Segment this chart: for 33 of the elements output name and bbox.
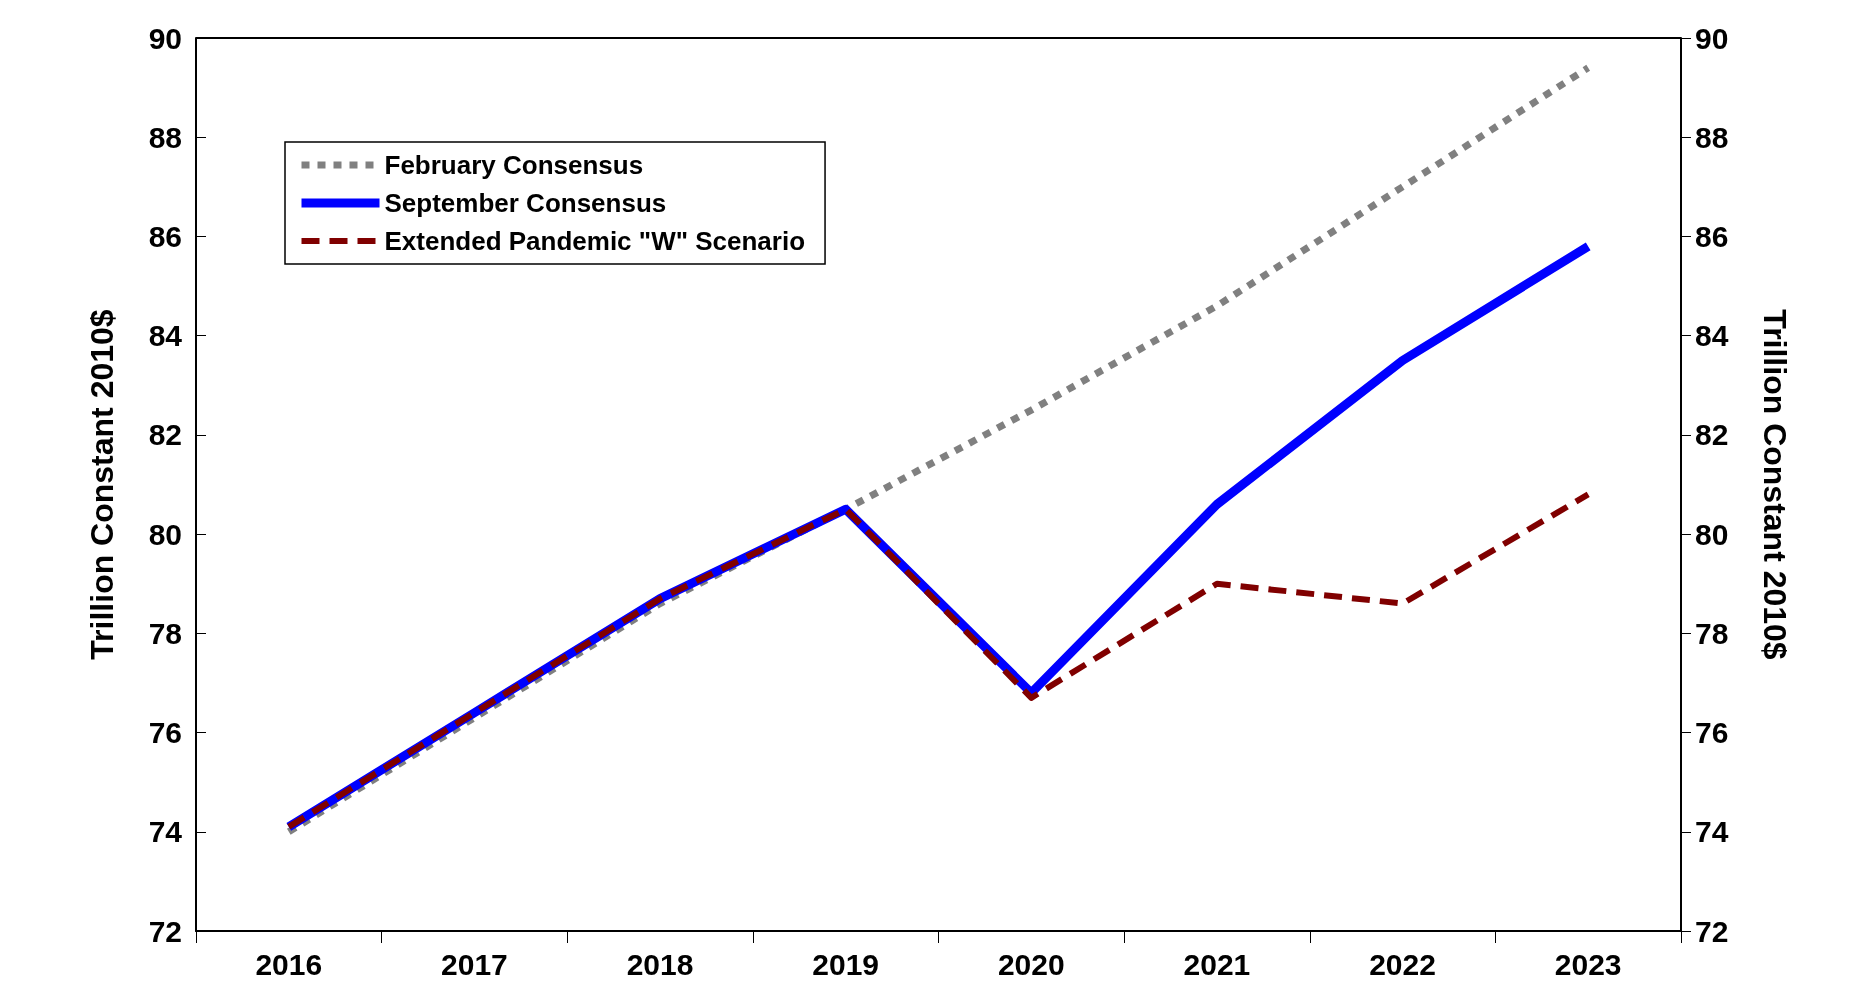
y2-tick-label: 74 [1695,815,1729,849]
y2-tick-label: 88 [1695,120,1729,154]
y2-tick-label: 76 [1695,716,1729,750]
y-tick-label: 84 [148,319,183,353]
y2-tick-label: 86 [1695,219,1729,253]
y2-axis-title: Trillion Constant 2010$ [1757,309,1793,660]
y-axis-title: Trillion Constant 2010$ [84,309,120,660]
x-tick-label: 2017 [441,947,508,981]
y2-tick-label: 90 [1695,21,1729,55]
y-tick-label: 76 [148,716,182,750]
x-tick-label: 2023 [1554,947,1622,981]
y-tick-label: 78 [148,616,182,650]
x-tick-label: 2021 [1183,947,1251,981]
y-tick-label: 74 [148,815,183,849]
legend-label: February Consensus [384,150,644,180]
y2-tick-label: 78 [1695,616,1729,650]
x-tick-label: 2022 [1369,947,1436,981]
legend-label: September Consensus [384,188,667,218]
y-tick-label: 90 [148,21,182,55]
x-tick-label: 2020 [997,947,1065,981]
x-tick-label: 2016 [255,947,323,981]
y-tick-label: 72 [148,914,182,948]
y2-tick-label: 80 [1695,517,1729,551]
y-tick-label: 80 [148,517,182,551]
y2-tick-label: 84 [1695,319,1729,353]
y2-tick-label: 82 [1695,418,1729,452]
x-tick-label: 2018 [626,947,694,981]
x-tick-label: 2019 [812,947,880,981]
y2-tick-label: 72 [1695,914,1729,948]
y-tick-label: 82 [148,418,182,452]
legend-label: Extended Pandemic "W" Scenario [384,226,806,256]
y-tick-label: 86 [148,219,182,253]
y-tick-label: 88 [148,120,182,154]
